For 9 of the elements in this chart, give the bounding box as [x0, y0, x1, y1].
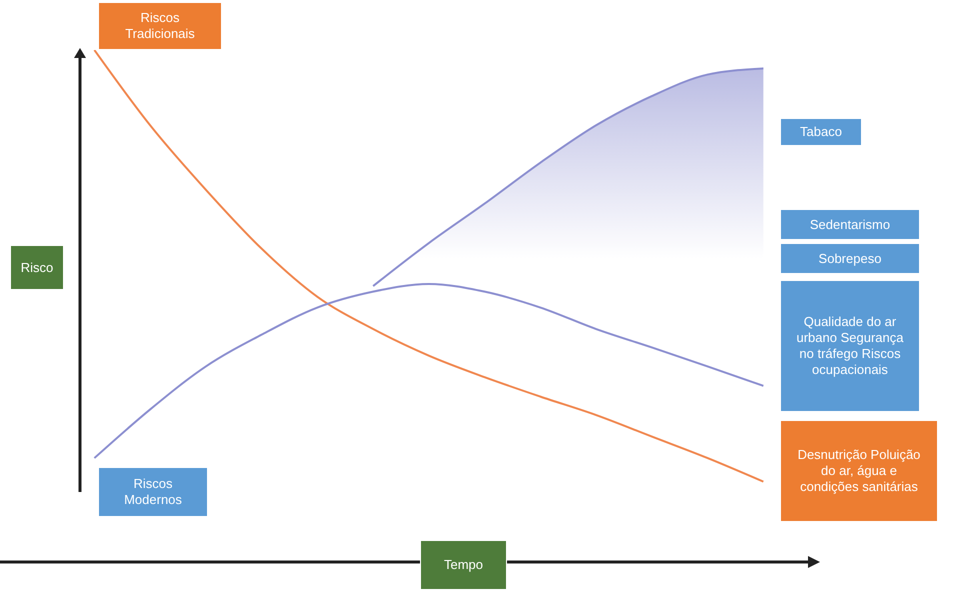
label-box: Qualidade do ar urbano Segurança no tráfego Riscos ocupacionais [780, 280, 920, 412]
label-box: Sobrepeso [780, 243, 920, 274]
label-box: Risco [10, 245, 64, 290]
label-box: Tabaco [780, 118, 862, 146]
label-box: Tempo [420, 540, 507, 590]
label-box: Riscos Modernos [98, 467, 208, 517]
label-box: Desnutrição Poluição do ar, água e condições sanitárias [780, 420, 938, 522]
label-box: Sedentarismo [780, 209, 920, 240]
label-box: Riscos Tradicionais [98, 2, 222, 50]
